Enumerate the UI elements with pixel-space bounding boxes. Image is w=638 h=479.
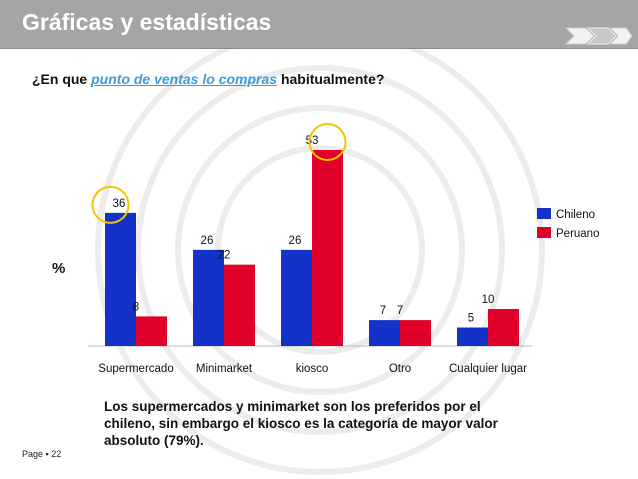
chevron-steps-icon <box>564 27 633 45</box>
category-label: Otro <box>389 363 411 375</box>
bar-peruano <box>400 320 431 346</box>
legend-swatch-peruano <box>537 227 551 238</box>
bar-peruano <box>136 316 167 346</box>
bar-chileno <box>369 320 400 346</box>
bar-chileno <box>281 249 312 346</box>
data-label: 10 <box>482 294 495 306</box>
category-label: Cualquier lugar <box>449 363 527 375</box>
data-label: 36 <box>113 198 126 210</box>
question-suffix: habitualmente? <box>277 71 385 87</box>
data-label: 26 <box>201 235 214 247</box>
data-label: 53 <box>306 135 319 147</box>
bar-peruano <box>224 264 255 346</box>
data-label: 8 <box>133 301 139 313</box>
data-label: 22 <box>218 250 231 262</box>
category-label: kiosco <box>296 363 329 375</box>
question-prefix: ¿En que <box>32 71 92 87</box>
bar-peruano <box>312 150 343 346</box>
highlight-circle <box>308 123 347 161</box>
y-axis-unit-label: % <box>52 260 66 277</box>
page-title: Gráficas y estadísticas <box>22 9 272 35</box>
category-label: Minimarket <box>196 363 253 375</box>
data-label: 7 <box>380 305 386 317</box>
bar-peruano <box>488 309 519 346</box>
legend-label: Peruano <box>556 228 599 240</box>
bar-chileno <box>457 327 488 346</box>
conclusion-text: Los supermercados y minimarket son los p… <box>104 399 498 448</box>
category-label: Supermercado <box>98 363 173 375</box>
bar-chileno <box>193 249 224 346</box>
legend-swatch-chileno <box>537 208 551 219</box>
legend-label: Chileno <box>556 209 595 221</box>
header-bar: Gráficas y estadísticas <box>0 0 638 49</box>
highlight-circle <box>91 185 130 224</box>
bar-chileno <box>105 212 136 346</box>
question-heading: ¿En que punto de ventas lo compras habit… <box>32 71 384 87</box>
data-label: 26 <box>289 235 302 247</box>
question-highlight-link[interactable]: punto de ventas lo compras <box>91 71 278 87</box>
page-number: Page ▪ 22 <box>22 449 62 459</box>
data-label: 5 <box>468 313 474 325</box>
data-label: 7 <box>397 305 403 317</box>
